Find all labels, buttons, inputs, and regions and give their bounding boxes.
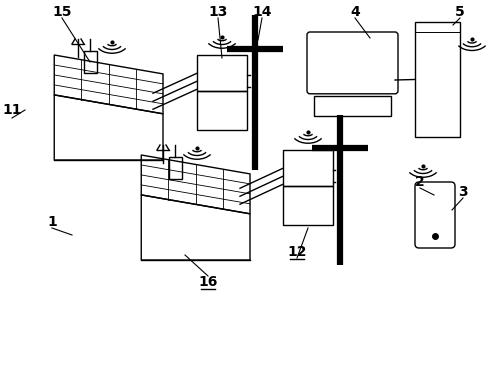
Text: 3: 3 bbox=[458, 185, 468, 199]
Bar bbox=[283, 150, 333, 186]
Bar bbox=[283, 186, 333, 225]
Text: 4: 4 bbox=[350, 5, 360, 19]
Bar bbox=[168, 157, 181, 179]
Bar bbox=[83, 51, 96, 73]
Text: 5: 5 bbox=[455, 5, 465, 19]
Bar bbox=[415, 22, 460, 137]
Text: 1: 1 bbox=[47, 215, 57, 229]
Text: 15: 15 bbox=[52, 5, 72, 19]
Text: 11: 11 bbox=[2, 103, 22, 117]
Text: 2: 2 bbox=[415, 175, 425, 189]
Bar bbox=[314, 96, 391, 116]
Bar bbox=[197, 91, 247, 130]
Text: 16: 16 bbox=[198, 275, 218, 289]
Bar bbox=[197, 55, 247, 91]
Text: 14: 14 bbox=[252, 5, 272, 19]
Text: 12: 12 bbox=[287, 245, 307, 259]
Text: 13: 13 bbox=[208, 5, 228, 19]
